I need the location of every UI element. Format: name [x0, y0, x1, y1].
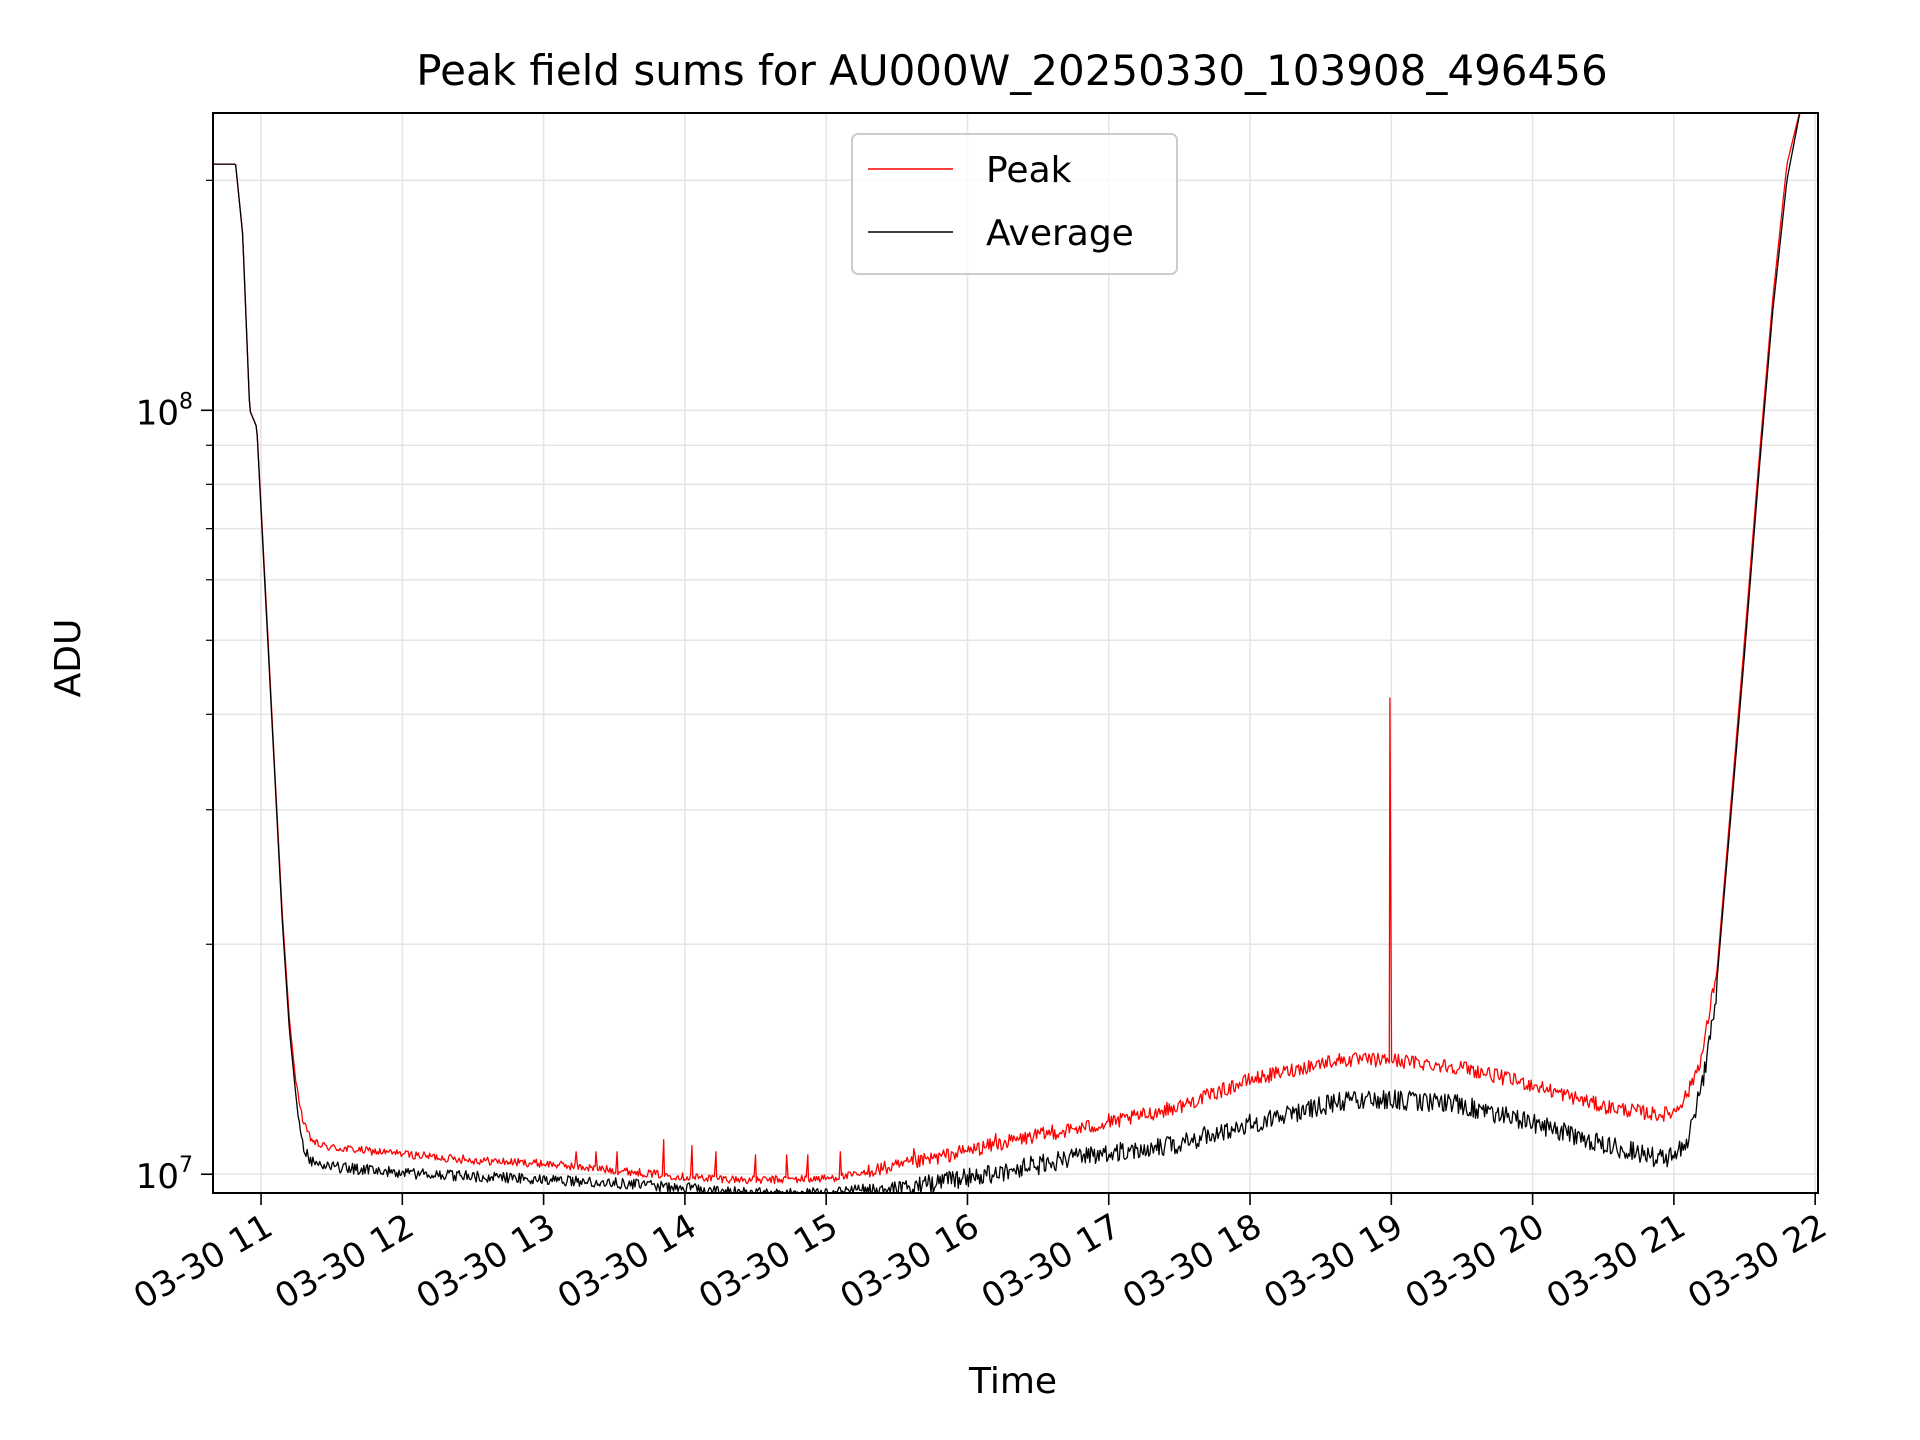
y-tick-label: 108 — [136, 389, 193, 433]
legend: Peak Average — [851, 133, 1178, 275]
series-peak-line — [213, 112, 1802, 1185]
plot-frame — [212, 112, 1819, 1194]
legend-peak-label: Peak — [986, 150, 1072, 191]
x-axis-label: Time — [968, 1361, 1057, 1402]
grid — [213, 113, 1818, 1193]
series-average-line — [213, 112, 1802, 1194]
chart-title: Peak field sums for AU000W_20250330_1039… — [416, 46, 1607, 95]
plot-data — [213, 112, 1802, 1194]
legend-average-label: Average — [986, 213, 1134, 254]
y-axis-label: ADU — [48, 619, 89, 698]
y-tick-label: 107 — [136, 1153, 193, 1197]
